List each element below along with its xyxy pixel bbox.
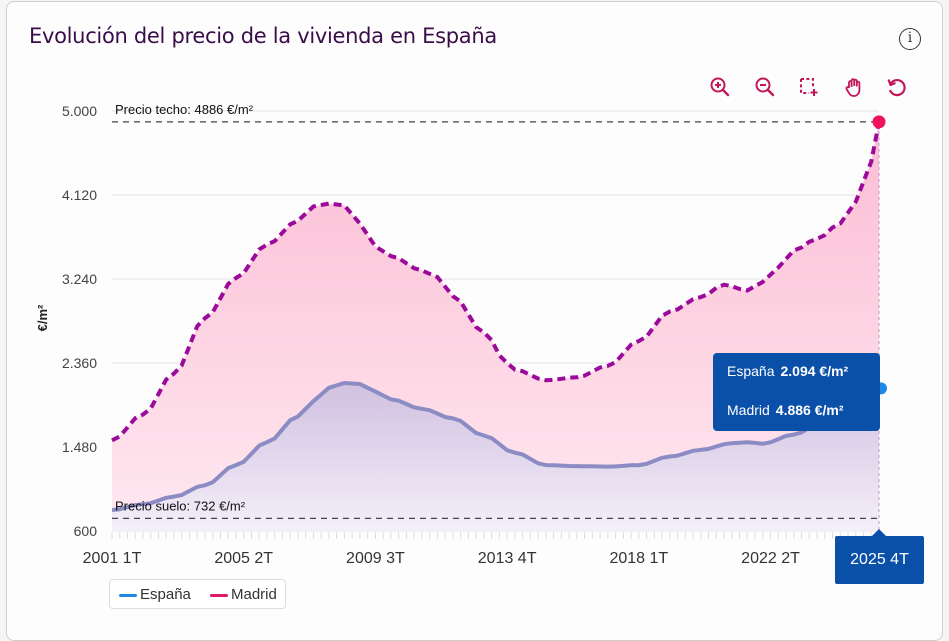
x-tick-label: 2009 3T	[346, 550, 405, 567]
ceiling-price-label: Precio techo: 4886 €/m²	[115, 102, 254, 117]
tooltip-value: 4.886 €/m²	[775, 402, 844, 418]
tooltip-row-madrid: Madrid 4.886 €/m²	[727, 402, 844, 418]
tooltip: España 2.094 €/m² Madrid 4.886 €/m²	[713, 353, 880, 431]
legend: España Madrid	[109, 579, 286, 609]
floor-price-label: Precio suelo: 732 €/m²	[115, 498, 246, 513]
x-tick-label: 2001 1T	[83, 550, 142, 567]
tooltip-label: España	[727, 363, 775, 379]
chart-plot[interactable]: 600 1.480 2.360 3.240 4.120 5.000 €/m² Precio…	[0, 0, 949, 616]
chart-title: Evolución del precio de la vivienda en E…	[29, 24, 497, 48]
selection-zoom-icon[interactable]	[797, 75, 821, 99]
zoom-out-icon[interactable]	[753, 75, 777, 99]
x-tick-label: 2018 1T	[609, 550, 668, 567]
espana-area	[112, 383, 879, 531]
x-crosshair-label: 2025 4T	[835, 529, 924, 584]
pan-hand-icon[interactable]	[842, 75, 866, 99]
y-axis-label: €/m²	[35, 304, 50, 331]
x-tick-label: 2022 2T	[741, 550, 800, 567]
y-tick-label: 3.240	[62, 271, 97, 287]
espana-line	[111, 381, 880, 512]
madrid-line	[111, 121, 881, 443]
legend-item-madrid[interactable]: Madrid	[210, 586, 277, 603]
legend-label: Madrid	[231, 586, 277, 603]
y-tick-label: 5.000	[62, 103, 97, 119]
legend-swatch	[119, 593, 137, 597]
legend-label: España	[140, 586, 191, 603]
tooltip-label: Madrid	[727, 402, 770, 418]
y-tick-label: 2.360	[62, 355, 97, 371]
y-tick-label: 600	[74, 523, 98, 539]
info-icon[interactable]: i	[899, 28, 921, 50]
madrid-point	[872, 115, 886, 129]
tooltip-row-espana: España 2.094 €/m²	[727, 363, 848, 379]
x-tick-label: 2005 2T	[214, 550, 273, 567]
reset-icon[interactable]	[885, 75, 909, 99]
tooltip-value: 2.094 €/m²	[780, 363, 849, 379]
x-tick-label: 2013 4T	[478, 550, 537, 567]
legend-swatch	[210, 593, 228, 597]
legend-item-espana[interactable]: España	[119, 586, 191, 603]
y-tick-label: 4.120	[62, 187, 97, 203]
y-tick-label: 1.480	[62, 439, 97, 455]
zoom-in-icon[interactable]	[708, 75, 732, 99]
